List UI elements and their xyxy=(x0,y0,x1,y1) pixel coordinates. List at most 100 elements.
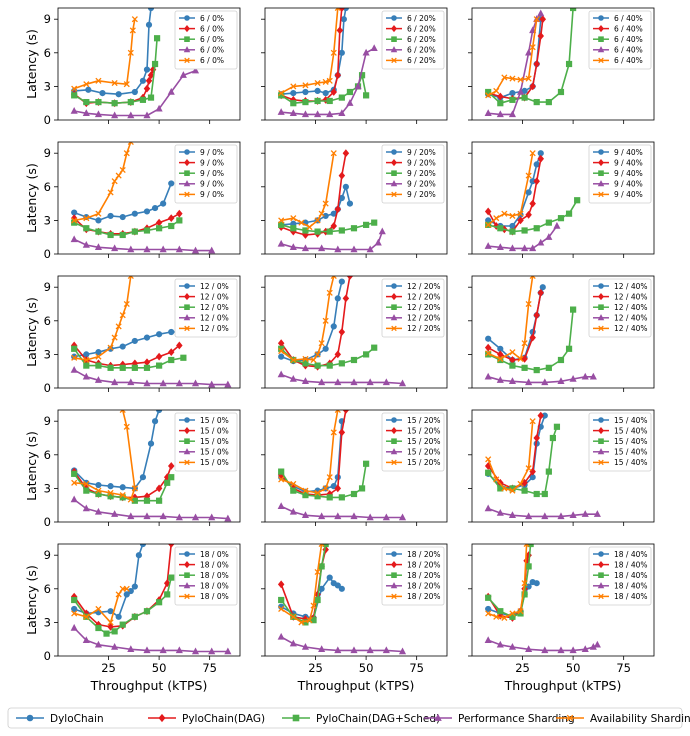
data-point xyxy=(354,82,362,90)
series-3 xyxy=(484,372,597,386)
legend-marker xyxy=(598,149,604,155)
legend-label: 6 / 40% xyxy=(614,24,643,33)
legend-marker xyxy=(184,283,190,289)
data-point xyxy=(382,513,390,521)
x-tick-label: 75 xyxy=(409,661,424,675)
legend-marker xyxy=(390,448,398,455)
series-2 xyxy=(485,544,534,620)
data-point xyxy=(99,90,106,97)
legend-label: 12 / 40% xyxy=(614,303,648,312)
data-point xyxy=(278,90,285,97)
legend-marker xyxy=(184,459,190,466)
figure-legend: DyloChain PyloChain(DAG) PyloChain(DAG+Sch… xyxy=(7,707,690,729)
panel-legend: 15 / 40%15 / 40%15 / 40%15 / 40%15 / 40% xyxy=(588,412,652,472)
data-point xyxy=(131,364,138,371)
data-point xyxy=(94,507,103,515)
data-point xyxy=(581,645,589,652)
series-0 xyxy=(278,278,345,365)
data-point xyxy=(484,109,492,116)
data-point xyxy=(525,75,532,82)
panel-legend: 6 / 20%6 / 20%6 / 20%6 / 20%6 / 20% xyxy=(381,10,445,70)
data-point xyxy=(525,172,532,179)
data-point xyxy=(314,351,321,358)
data-point xyxy=(517,76,524,83)
series-3 xyxy=(70,623,232,655)
data-point xyxy=(334,205,342,214)
data-point xyxy=(517,480,524,487)
legend-marker xyxy=(184,25,190,33)
data-point xyxy=(278,605,285,613)
legend-label: 12 / 0% xyxy=(200,282,229,291)
legend-marker xyxy=(598,325,604,332)
data-point xyxy=(119,410,126,414)
data-point xyxy=(338,227,345,234)
data-point xyxy=(569,511,577,518)
data-point xyxy=(521,227,528,234)
data-point xyxy=(278,353,285,360)
data-point xyxy=(314,362,321,369)
data-point xyxy=(95,228,102,235)
data-point xyxy=(83,613,90,620)
axes-frame xyxy=(264,141,448,255)
legend-box xyxy=(588,10,652,70)
data-point xyxy=(574,197,581,204)
series-0 xyxy=(71,8,155,98)
data-point xyxy=(485,605,492,613)
data-point xyxy=(314,87,321,94)
data-point xyxy=(346,200,354,207)
axes-frame xyxy=(57,409,241,523)
data-point xyxy=(159,245,167,253)
data-point xyxy=(338,8,346,12)
data-point xyxy=(103,630,110,637)
legend-label: 12 / 40% xyxy=(614,314,648,323)
legend-marker xyxy=(598,417,604,423)
data-point xyxy=(164,479,171,486)
data-point xyxy=(342,149,350,158)
data-point xyxy=(143,66,151,73)
legend-label: 9 / 20% xyxy=(407,190,436,199)
data-point xyxy=(346,99,354,106)
data-point xyxy=(509,610,516,617)
legend-label: 15 / 40% xyxy=(614,426,648,435)
legend-label: 6 / 20% xyxy=(407,35,436,44)
data-point xyxy=(289,639,297,647)
data-point xyxy=(151,204,159,212)
data-point xyxy=(557,356,565,364)
data-point xyxy=(290,487,297,494)
data-point xyxy=(521,340,528,347)
legend-box xyxy=(381,10,445,70)
data-point xyxy=(301,244,310,252)
data-point xyxy=(521,487,528,494)
series-4 xyxy=(485,276,536,362)
axes-frame xyxy=(57,7,241,121)
data-point xyxy=(570,8,577,12)
data-point xyxy=(484,636,492,644)
legend-label: 6 / 40% xyxy=(614,35,643,44)
data-point xyxy=(569,374,577,382)
data-point xyxy=(569,646,577,654)
legend-box xyxy=(588,412,652,472)
data-point xyxy=(302,487,309,494)
data-point xyxy=(508,377,517,384)
data-point xyxy=(151,418,159,425)
data-point xyxy=(314,228,321,235)
x-tick-label: 50 xyxy=(359,661,374,675)
data-point xyxy=(342,410,350,414)
data-point xyxy=(484,504,492,512)
data-point xyxy=(330,429,337,436)
data-point xyxy=(127,645,135,652)
data-point xyxy=(330,222,338,230)
data-point xyxy=(143,379,151,387)
data-point xyxy=(314,97,321,105)
data-point xyxy=(115,91,122,98)
data-point xyxy=(570,306,577,313)
panel-legend: 18 / 20%18 / 20%18 / 20%18 / 20%18 / 20% xyxy=(381,546,445,606)
data-point xyxy=(485,456,492,463)
legend-label: 18 / 0% xyxy=(200,582,229,591)
legend-marker xyxy=(391,561,397,569)
legend-label: 9 / 40% xyxy=(614,169,643,178)
legend-marker xyxy=(184,427,190,435)
y-tick-label: 9 xyxy=(44,280,51,294)
series-line xyxy=(73,19,136,90)
